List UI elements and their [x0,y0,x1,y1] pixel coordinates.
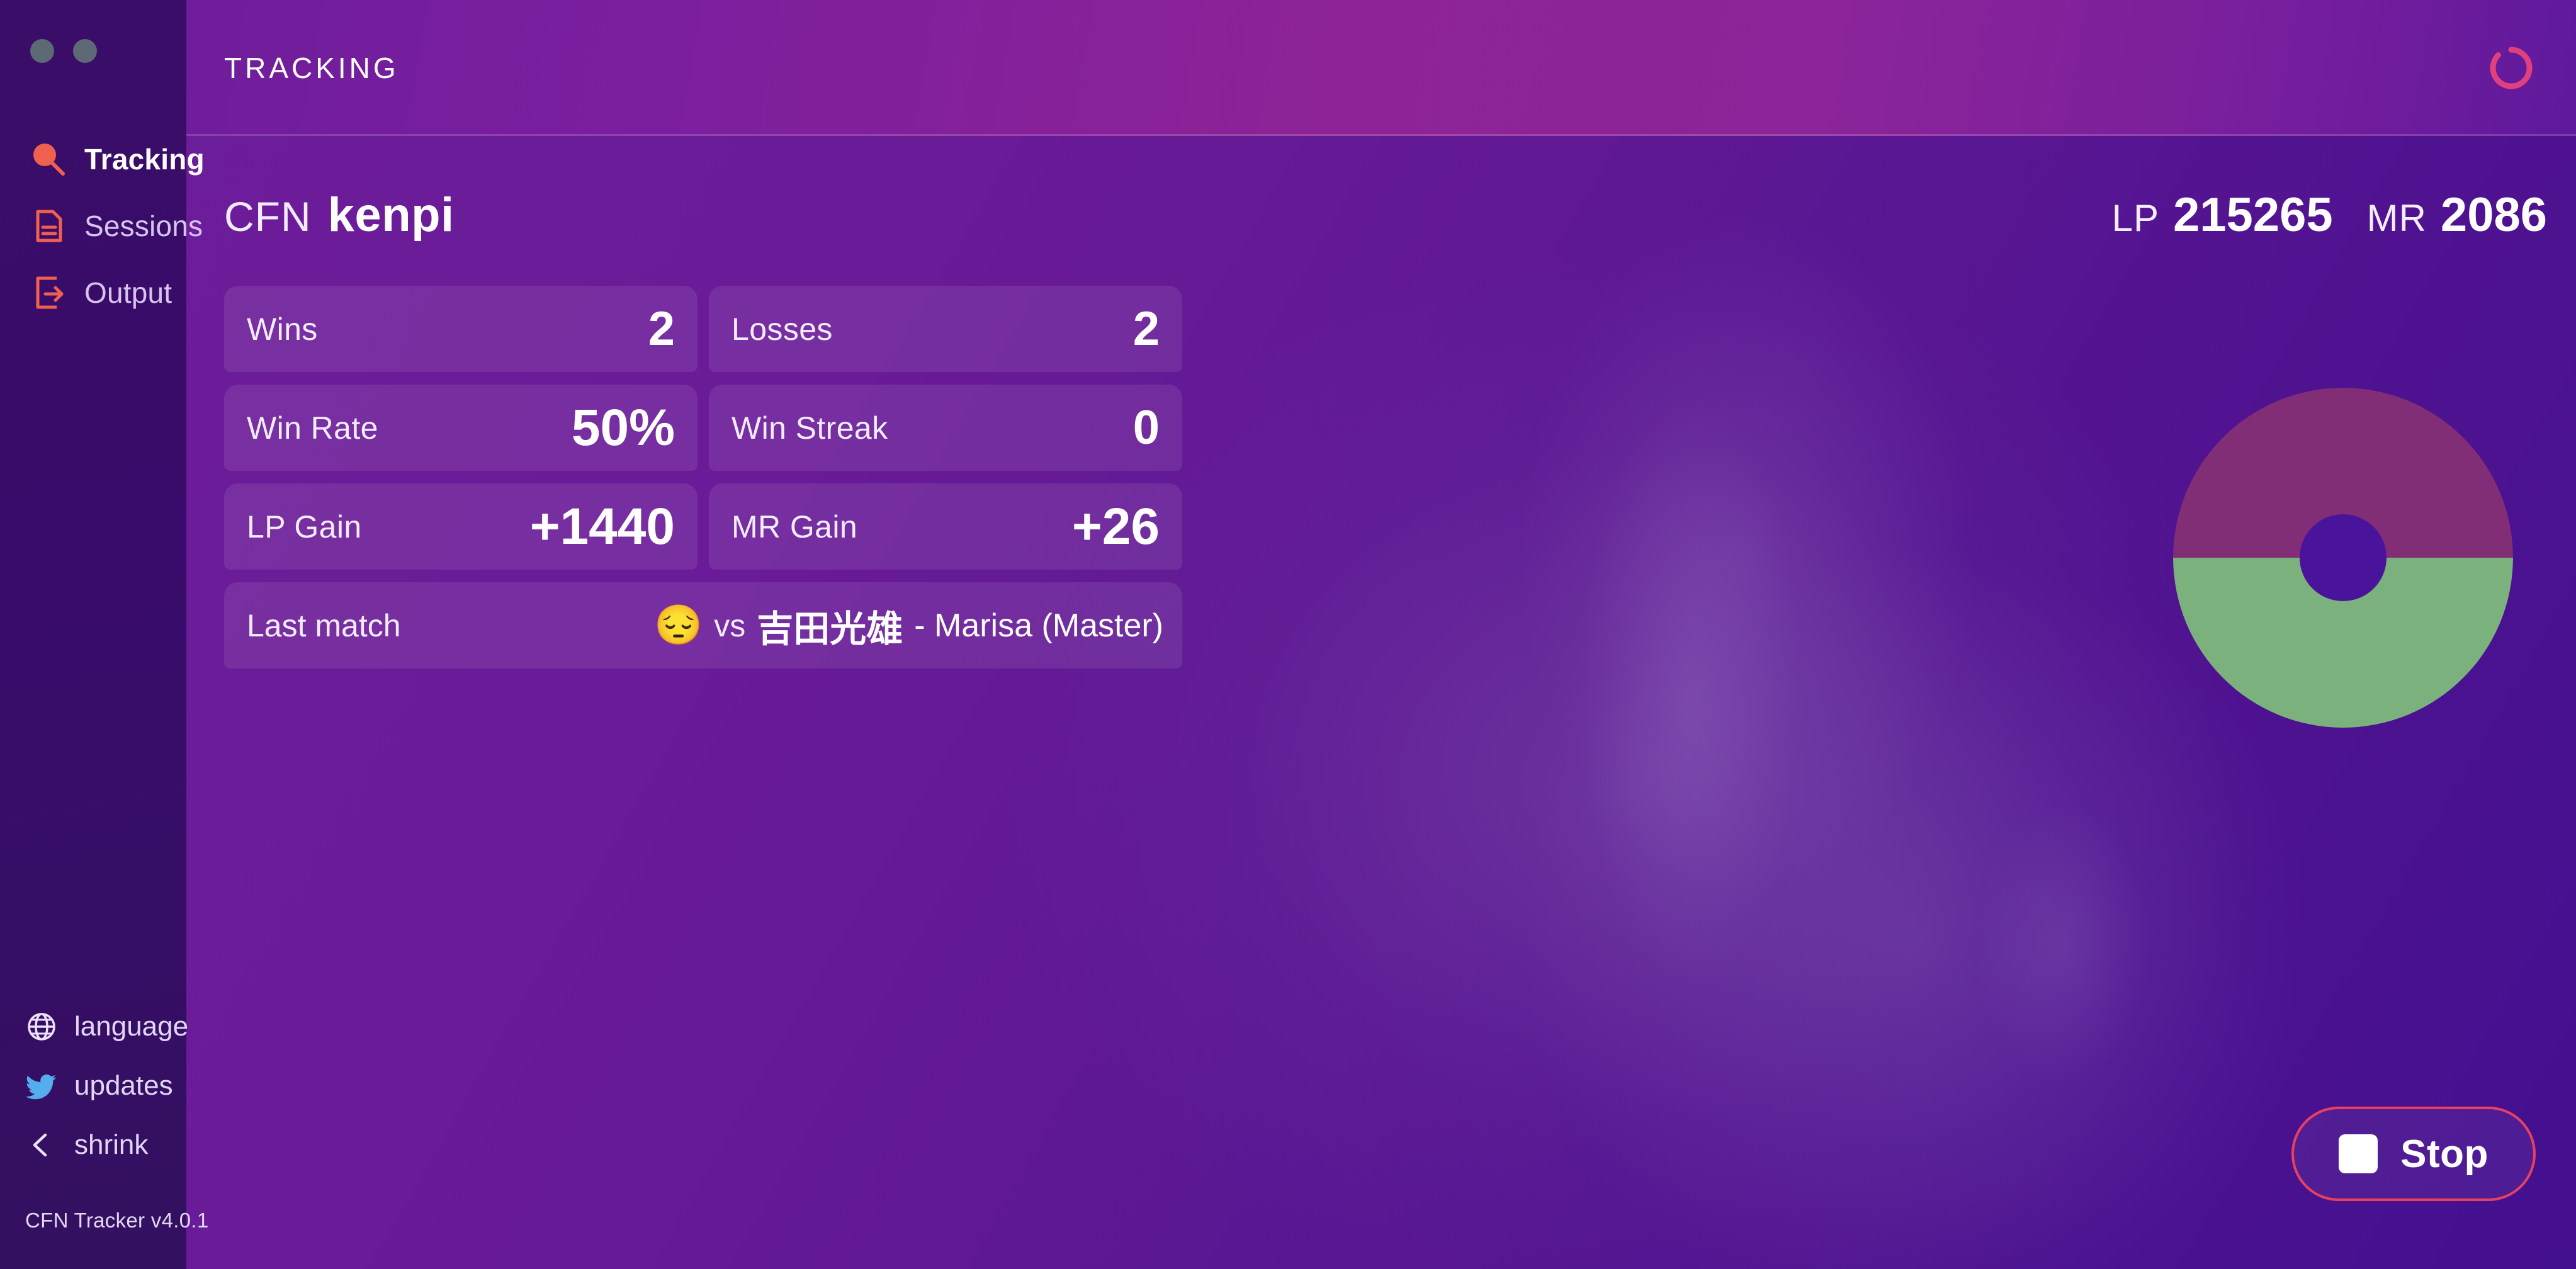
result-emoji-icon: 😔 [653,603,703,647]
stat-value: +1440 [529,497,675,555]
stop-button[interactable]: Stop [2291,1107,2536,1201]
cfn-group: CFN kenpi [224,188,455,242]
mr-label: MR [2366,196,2427,239]
stat-card-losses: Losses 2 [709,286,1182,372]
stat-label: LP Gain [247,509,362,544]
stats-row: Last match 😔 vs 吉田光雄 - Marisa (Master) [224,582,1433,668]
stop-button-label: Stop [2400,1132,2488,1176]
sidebar-nav: Tracking Sessions [0,126,205,326]
sidebar-item-output[interactable]: Output [0,259,186,326]
stat-card-mr-gain: MR Gain +26 [709,483,1182,570]
shrink-button[interactable]: shrink [0,1115,186,1175]
language-label: language [74,1011,189,1042]
minimize-dot[interactable] [30,39,54,63]
stat-label: Wins [247,311,318,347]
stat-label: Win Rate [247,410,378,446]
profile-row: CFN kenpi LP 215265 MR 2086 [186,174,2576,256]
stat-label: Win Streak [732,410,888,446]
stats-row: Win Rate 50% Win Streak 0 [224,385,1433,471]
sidebar: Tracking Sessions [0,0,208,1269]
maximize-dot[interactable] [73,39,97,63]
language-button[interactable]: language [0,997,189,1056]
cfn-name: kenpi [327,188,455,242]
sidebar-item-label: Tracking [84,143,205,176]
updates-label: updates [74,1070,173,1101]
last-match-label: Last match [247,607,401,643]
stat-card-wins: Wins 2 [224,286,698,372]
main-panel: TRACKING CFN kenpi LP 215265 [186,0,2576,1269]
twitter-bird-icon [25,1069,58,1102]
globe-icon [25,1010,58,1043]
page-header: TRACKING [186,0,2576,136]
loading-spinner-icon [2487,43,2536,93]
lp-value: 215265 [2173,188,2333,242]
rank-group: LP 215265 MR 2086 [2112,188,2547,242]
stats-row: LP Gain +1440 MR Gain +26 [224,483,1433,570]
last-match-detail: 😔 vs 吉田光雄 - Marisa (Master) [654,599,1163,652]
donut-ring [2173,388,2513,728]
stat-card-win-streak: Win Streak 0 [709,385,1182,471]
stats-row: Wins 2 Losses 2 [224,286,1433,372]
sidebar-item-label: Sessions [84,210,203,242]
sidebar-bottom-links: language updates shrink [0,997,189,1175]
stat-label: Losses [732,311,833,347]
magnifier-icon [29,140,68,179]
donut-center-hole [2300,514,2387,601]
stat-card-win-rate: Win Rate 50% [224,385,698,471]
stat-value: +26 [1071,497,1160,555]
mr-group: MR 2086 [2367,188,2547,242]
page-title: TRACKING [224,52,399,84]
app-version: CFN Tracker v4.0.1 [25,1209,209,1232]
opponent-name: 吉田光雄 [757,608,903,650]
window-controls [30,39,97,63]
background-artwork [186,0,2576,1269]
vs-label: vs [714,607,746,643]
chevron-left-icon [25,1129,58,1161]
stat-card-lp-gain: LP Gain +1440 [224,483,698,570]
cfn-label: CFN [224,193,312,240]
stat-value: 50% [571,398,675,456]
tracking-content: CFN kenpi LP 215265 MR 2086 [186,136,2576,1269]
opponent-character: - Marisa (Master) [914,607,1163,644]
stat-value: 2 [648,302,675,356]
last-match-card: Last match 😔 vs 吉田光雄 - Marisa (Master) [224,582,1182,668]
stat-label: MR Gain [732,509,858,544]
sidebar-item-tracking[interactable]: Tracking [0,126,205,193]
updates-button[interactable]: updates [0,1056,186,1115]
stat-value: 2 [1133,302,1160,356]
stop-square-icon [2339,1134,2378,1173]
stat-value: 0 [1133,401,1160,454]
sidebar-item-sessions[interactable]: Sessions [0,193,203,259]
stats-grid: Wins 2 Losses 2 Win Rate 50% Win Streak [224,286,1433,681]
document-export-icon [29,273,68,312]
lp-label: LP [2111,196,2159,239]
header-divider [186,134,2576,136]
document-lines-icon [29,206,68,245]
mr-value: 2086 [2440,188,2547,242]
shrink-label: shrink [74,1129,149,1160]
lp-group: LP 215265 [2112,188,2333,242]
win-loss-donut-chart [2173,388,2513,728]
sidebar-item-label: Output [84,276,172,309]
